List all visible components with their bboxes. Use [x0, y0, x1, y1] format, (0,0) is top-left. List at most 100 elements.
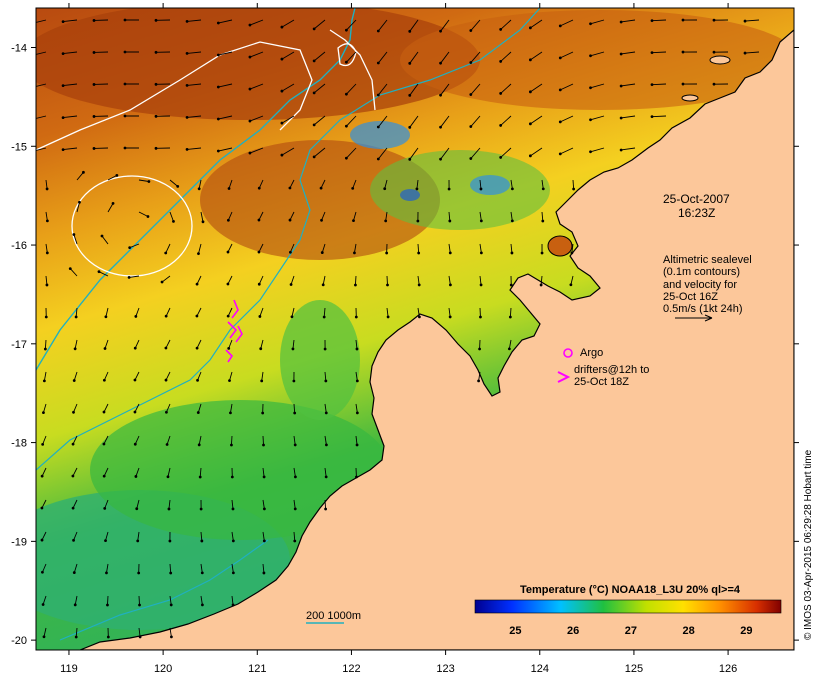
velocity-arrow [258, 275, 264, 285]
velocity-arrowhead [45, 251, 49, 255]
velocity-arrowhead [280, 121, 284, 125]
velocity-arrowhead [408, 157, 412, 161]
velocity-arrowhead [743, 51, 747, 55]
velocity-arrowhead [499, 156, 503, 159]
velocity-arrow [76, 202, 80, 213]
velocity-arrow [290, 275, 295, 285]
velocity-arrow [510, 243, 513, 253]
velocity-arrow [541, 211, 544, 222]
velocity-arrow [134, 435, 140, 445]
velocity-arrow [198, 179, 202, 189]
velocity-arrow [249, 115, 264, 122]
velocity-arrowhead [176, 184, 180, 188]
velocity-scale-arrowhead [704, 314, 713, 322]
velocity-arrow [321, 211, 326, 221]
velocity-arrowhead [216, 117, 220, 121]
velocity-arrow [377, 19, 388, 32]
velocity-arrow [200, 211, 204, 222]
velocity-arrowhead [324, 475, 328, 479]
velocity-arrow [63, 147, 78, 151]
velocity-arrow [590, 19, 605, 25]
colorbar-tick-label: 26 [567, 625, 579, 637]
velocity-arrow [169, 595, 172, 605]
velocity-arrow [416, 179, 419, 189]
velocity-arrowhead [216, 21, 220, 25]
sea-level-contour [36, 41, 313, 151]
velocity-arrowhead [201, 220, 205, 224]
velocity-arrowhead [31, 118, 34, 121]
velocity-arrow [227, 275, 233, 285]
velocity-arrowhead [71, 506, 75, 510]
velocity-arrowhead [293, 411, 297, 415]
velocity-arrowhead [289, 283, 293, 286]
velocity-arrowhead [260, 379, 264, 383]
velocity-arrow [324, 371, 327, 382]
velocity-arrowhead [111, 201, 115, 205]
velocity-arrow [590, 51, 605, 57]
velocity-arrow [324, 403, 327, 413]
velocity-arrow [571, 243, 574, 253]
velocity-arrow [72, 499, 78, 509]
colorbar-title: Temperature (°C) NOAA18_L3U 20% ql>=4 [520, 584, 741, 596]
velocity-arrow [104, 339, 109, 349]
velocity-arrowhead [650, 19, 654, 23]
velocity-arrowhead [288, 186, 292, 190]
velocity-arrow [281, 115, 295, 124]
velocity-arrowhead [123, 82, 127, 86]
velocity-arrowhead [312, 59, 316, 63]
velocity-arrow [42, 595, 47, 605]
velocity-arrowhead [105, 571, 108, 575]
velocity-arrowhead [712, 18, 716, 22]
velocity-arrowhead [292, 379, 296, 383]
velocity-arrowhead [73, 603, 77, 607]
velocity-arrow [409, 19, 419, 32]
velocity-arrowhead [185, 115, 189, 119]
velocity-arrowhead [528, 122, 532, 126]
velocity-arrowhead [216, 53, 220, 57]
velocity-arrow [167, 467, 171, 477]
velocity-arrowhead [230, 475, 234, 479]
velocity-arrowhead [417, 251, 421, 255]
y-tick-label: -18 [11, 438, 27, 450]
y-axis: -14 -15 -16 -17 -18 -19 -20 [11, 43, 799, 647]
velocity-arrow [262, 563, 265, 573]
velocity-arrowhead [572, 187, 576, 191]
velocity-arrowhead [320, 218, 323, 222]
velocity-arrowhead [650, 115, 654, 119]
velocity-arrow [258, 179, 264, 189]
velocity-arrowhead [712, 82, 716, 86]
velocity-arrowhead [201, 603, 204, 607]
velocity-arrow [509, 307, 512, 318]
velocity-arrow [651, 83, 667, 86]
velocity-arrowhead [383, 187, 387, 191]
velocity-arrowhead [61, 20, 65, 24]
velocity-arrowhead [448, 315, 452, 319]
velocity-arrow [590, 115, 605, 121]
velocity-arrowhead [344, 60, 348, 64]
cool-water-patch [370, 150, 550, 230]
velocity-arrow [353, 243, 357, 253]
velocity-arrowhead [199, 507, 203, 511]
velocity-arrow [479, 243, 482, 253]
velocity-arrow [73, 531, 78, 541]
velocity-arrowhead [31, 86, 34, 89]
velocity-arrowhead [280, 153, 284, 157]
velocity-arrow [45, 179, 48, 189]
velocity-arrow [218, 83, 233, 88]
velocity-arrow [355, 435, 358, 445]
x-tick-label: 119 [60, 663, 78, 675]
velocity-arrow [354, 275, 357, 286]
velocity-arrowhead [92, 83, 96, 86]
velocity-arrow [44, 339, 47, 350]
drifter-legend-line: 25-Oct 18Z [574, 376, 629, 388]
velocity-arrowhead [164, 251, 168, 255]
velocity-arrow [200, 595, 203, 605]
velocity-arrowhead [293, 507, 297, 511]
velocity-arrowhead [355, 475, 358, 479]
velocity-arrow [165, 339, 171, 349]
velocity-arrowhead [262, 443, 265, 447]
velocity-arrowhead [262, 507, 266, 511]
velocity-arrow [43, 627, 47, 637]
velocity-arrow [470, 115, 481, 127]
velocity-arrowhead [164, 346, 168, 350]
